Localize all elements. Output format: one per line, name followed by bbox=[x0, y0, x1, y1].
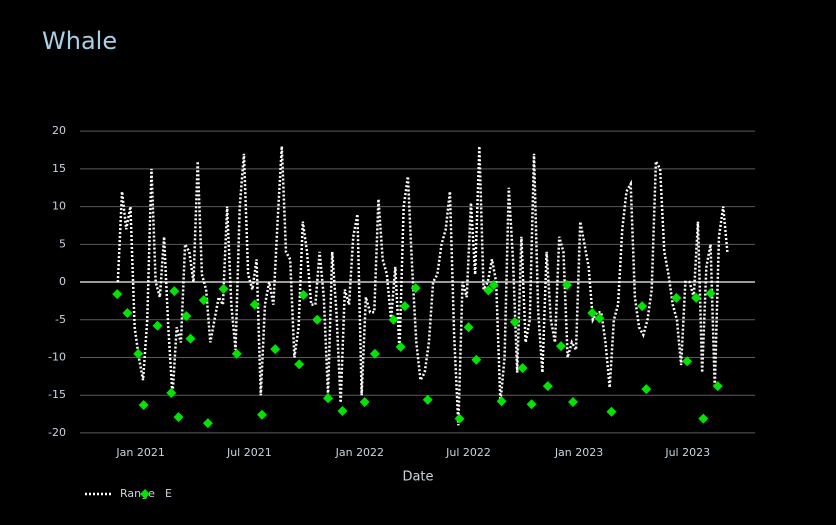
marker bbox=[488, 280, 499, 291]
marker bbox=[637, 301, 648, 312]
marker bbox=[169, 286, 180, 297]
marker bbox=[671, 292, 682, 303]
marker bbox=[369, 348, 380, 359]
marker bbox=[705, 288, 716, 299]
marker bbox=[562, 280, 573, 291]
x-tick-label: Jul 2022 bbox=[445, 446, 491, 459]
marker bbox=[410, 283, 421, 294]
x-axis-title: Date bbox=[402, 470, 433, 485]
marker bbox=[166, 387, 177, 398]
y-tick-label: -10 bbox=[48, 350, 66, 363]
marker bbox=[323, 393, 334, 404]
marker bbox=[256, 409, 267, 420]
marker bbox=[542, 381, 553, 392]
marker bbox=[112, 289, 123, 300]
marker bbox=[337, 406, 348, 417]
marker bbox=[594, 313, 605, 324]
marker bbox=[138, 400, 149, 411]
y-tick-label: 15 bbox=[52, 162, 66, 175]
marker bbox=[422, 394, 433, 405]
marker bbox=[496, 396, 507, 407]
marker bbox=[181, 310, 192, 321]
marker bbox=[185, 333, 196, 344]
marker bbox=[691, 292, 702, 303]
y-tick-label: 20 bbox=[52, 124, 66, 137]
marker bbox=[517, 363, 528, 374]
y-tick-label: -15 bbox=[48, 388, 66, 401]
marker bbox=[218, 283, 229, 294]
marker bbox=[682, 356, 693, 367]
marker bbox=[641, 384, 652, 395]
marker bbox=[568, 396, 579, 407]
x-tick-label: Jan 2021 bbox=[115, 446, 164, 459]
marker bbox=[526, 399, 537, 410]
marker bbox=[454, 413, 465, 424]
marker bbox=[122, 307, 133, 318]
y-tick-label: 5 bbox=[59, 237, 66, 250]
y-tick-label: 0 bbox=[59, 275, 66, 288]
marker bbox=[152, 320, 163, 331]
marker bbox=[249, 299, 260, 310]
chart-title: Whale bbox=[42, 27, 117, 55]
x-tick-label: Jan 2022 bbox=[335, 446, 384, 459]
marker bbox=[198, 295, 209, 306]
marker bbox=[173, 412, 184, 423]
legend-swatch bbox=[140, 489, 150, 499]
marker bbox=[712, 381, 723, 392]
marker bbox=[698, 413, 709, 424]
marker bbox=[312, 314, 323, 325]
y-tick-label: 10 bbox=[52, 200, 66, 213]
marker bbox=[606, 406, 617, 417]
x-tick-label: Jul 2023 bbox=[664, 446, 710, 459]
x-tick-label: Jul 2021 bbox=[226, 446, 272, 459]
marker bbox=[133, 348, 144, 359]
marker bbox=[509, 317, 520, 328]
marker bbox=[359, 396, 370, 407]
marker bbox=[298, 289, 309, 300]
marker bbox=[463, 322, 474, 333]
legend-label: Range bbox=[120, 487, 155, 500]
marker bbox=[388, 314, 399, 325]
marker bbox=[483, 285, 494, 296]
marker bbox=[231, 348, 242, 359]
marker bbox=[294, 359, 305, 370]
marker bbox=[395, 341, 406, 352]
marker bbox=[556, 341, 567, 352]
marker bbox=[471, 354, 482, 365]
marker bbox=[399, 301, 410, 312]
y-tick-label: -5 bbox=[55, 313, 66, 326]
marker bbox=[587, 307, 598, 318]
marker bbox=[270, 344, 281, 355]
marker bbox=[202, 418, 213, 429]
series-line bbox=[116, 146, 729, 426]
y-tick-label: -20 bbox=[48, 426, 66, 439]
legend-label: E bbox=[165, 487, 172, 500]
x-tick-label: Jan 2023 bbox=[554, 446, 603, 459]
